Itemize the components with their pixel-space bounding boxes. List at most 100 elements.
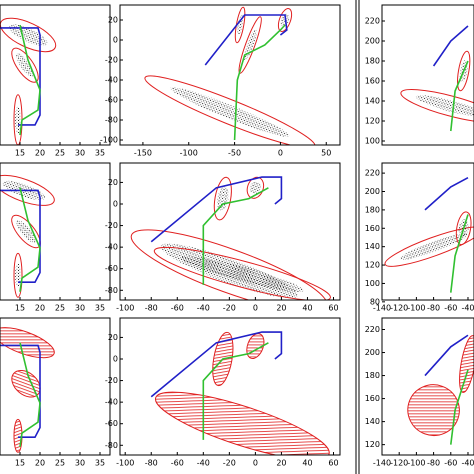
point-cloud <box>399 233 468 260</box>
x-tick-label: -150 <box>134 149 152 158</box>
point-cloud <box>415 95 474 117</box>
plot-content <box>407 334 474 445</box>
y-tick-label: 140 <box>365 417 380 426</box>
x-tick-label: 20 <box>35 149 45 158</box>
x-tick-label: -20 <box>223 304 236 313</box>
uncertainty-ellipse <box>277 8 293 32</box>
y-tick-label: 220 <box>365 169 380 178</box>
y-tick-label: -100 <box>100 136 118 145</box>
y-tick-label: 80 <box>370 297 380 306</box>
plot-frame <box>119 4 341 146</box>
point-cloud <box>15 106 21 134</box>
plot-frame <box>381 317 474 456</box>
x-tick-label: 15 <box>15 459 25 468</box>
x-tick-label: -80 <box>427 304 440 313</box>
uncertainty-ellipse <box>153 246 331 300</box>
x-tick-label: -60 <box>171 304 184 313</box>
y-tick-label: -20 <box>105 56 118 65</box>
x-tick-label: 40 <box>302 459 312 468</box>
track <box>449 369 469 445</box>
x-tick-label: 20 <box>276 304 286 313</box>
y-tick-label: -80 <box>105 286 118 295</box>
track <box>449 60 469 132</box>
uncertainty-ellipse <box>144 75 316 145</box>
y-tick-label: 0 <box>113 36 118 45</box>
x-tick-label: 25 <box>55 304 65 313</box>
plot-area <box>382 163 474 300</box>
plot-content <box>0 327 55 453</box>
uncertainty-ellipse <box>130 229 328 300</box>
y-tick-label: 220 <box>365 325 380 334</box>
y-tick-label: 200 <box>365 187 380 196</box>
y-tick-label: 100 <box>365 137 380 146</box>
y-tick-label: -40 <box>105 243 118 252</box>
x-tick-label: -60 <box>171 459 184 468</box>
y-tick-label: 20 <box>108 178 118 187</box>
x-tick-label: -80 <box>145 459 158 468</box>
x-tick-label: 35 <box>95 149 105 158</box>
uncertainty-ellipse <box>400 89 474 123</box>
uncertainty-ellipse <box>384 226 474 267</box>
x-tick-label: -20 <box>223 459 236 468</box>
uncertainty-ellipse <box>154 391 330 455</box>
uncertainty-ellipse <box>459 335 474 393</box>
point-cloud <box>217 186 229 211</box>
track <box>19 24 41 136</box>
point-cloud <box>16 53 34 77</box>
x-tick-label: -40 <box>461 459 474 468</box>
y-tick-label: 180 <box>365 57 380 66</box>
x-tick-label: -80 <box>145 304 158 313</box>
y-tick-label: 20 <box>108 333 118 342</box>
y-tick-label: -60 <box>105 264 118 273</box>
x-tick-label: -40 <box>461 304 474 313</box>
plot-frame <box>381 162 474 301</box>
x-tick-label: -100 <box>116 304 134 313</box>
point-cloud <box>180 256 305 292</box>
uncertainty-ellipse <box>213 176 232 221</box>
track <box>150 176 283 243</box>
x-tick-label: -40 <box>197 304 210 313</box>
x-tick-label: -60 <box>444 459 457 468</box>
track <box>424 177 469 211</box>
plot-frame <box>0 317 111 456</box>
x-tick-label: 30 <box>75 149 85 158</box>
x-tick-label: 35 <box>95 304 105 313</box>
uncertainty-ellipse <box>13 252 23 298</box>
y-tick-label: 120 <box>365 261 380 270</box>
y-tick-label: 120 <box>365 440 380 449</box>
uncertainty-ellipse <box>11 369 41 398</box>
plot-content <box>150 331 330 455</box>
y-tick-label: 200 <box>365 37 380 46</box>
x-tick-label: -40 <box>197 459 210 468</box>
uncertainty-ellipse <box>0 17 57 53</box>
x-tick-label: -120 <box>390 459 408 468</box>
plot-content <box>0 174 55 298</box>
y-tick-label: 160 <box>365 224 380 233</box>
y-tick-label: -80 <box>105 441 118 450</box>
x-tick-label: -120 <box>390 304 408 313</box>
track <box>432 25 469 67</box>
x-tick-label: 60 <box>328 459 338 468</box>
plot-content <box>400 25 474 132</box>
x-tick-label: -100 <box>407 459 425 468</box>
y-tick-label: 200 <box>365 348 380 357</box>
y-tick-label: 140 <box>365 97 380 106</box>
point-cloud <box>15 263 21 288</box>
y-tick-label: 160 <box>365 77 380 86</box>
x-tick-label: 0 <box>278 149 283 158</box>
track <box>233 24 286 141</box>
x-tick-label: 50 <box>321 149 331 158</box>
track <box>19 342 41 447</box>
plot-frame <box>0 162 111 301</box>
x-tick-label: 30 <box>75 304 85 313</box>
x-tick-label: 35 <box>95 459 105 468</box>
y-tick-label: 120 <box>365 117 380 126</box>
point-cloud <box>16 220 36 243</box>
track <box>202 187 269 285</box>
track <box>449 214 469 293</box>
x-tick-label: -50 <box>228 149 241 158</box>
y-tick-label: 160 <box>365 394 380 403</box>
plot-frame <box>381 4 474 146</box>
